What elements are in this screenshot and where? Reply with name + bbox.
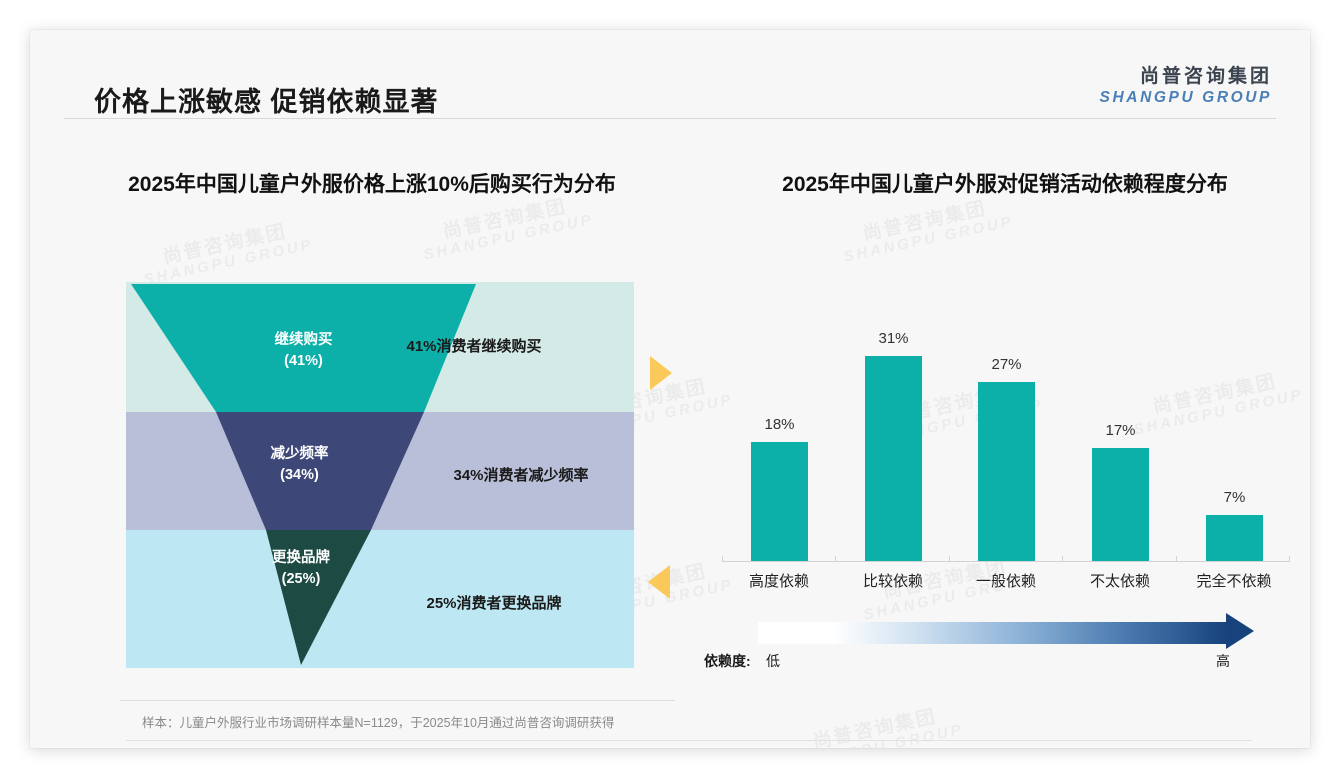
funnel-band-label-1: 41%消费者继续购买 bbox=[406, 338, 542, 355]
dependence-gradient-legend: 依赖度: 低 高 bbox=[704, 613, 1298, 682]
logo-chinese-text: 尚普咨询集团 bbox=[1139, 66, 1272, 87]
legend-caption: 依赖度: bbox=[704, 653, 751, 669]
bar-plot-area: 18% 31% 27% 17% 7% bbox=[718, 280, 1294, 562]
bar-rect[interactable] bbox=[1206, 514, 1263, 561]
bar-rect[interactable] bbox=[978, 382, 1035, 561]
right-chart-title: 2025年中国儿童户外服对促销活动依赖程度分布 bbox=[782, 173, 1228, 196]
funnel-stage-name-3: 更换品牌 bbox=[272, 550, 330, 566]
funnel-stage-name-2: 减少频率 bbox=[270, 446, 329, 462]
legend-low-label: 低 bbox=[766, 653, 780, 669]
bar-column[interactable]: 18% bbox=[751, 416, 808, 561]
legend-high-label: 高 bbox=[1216, 653, 1230, 669]
axis-tick bbox=[949, 556, 950, 562]
axis-tick bbox=[1176, 556, 1177, 562]
page-title: 价格上涨敏感 促销依赖显著 bbox=[94, 87, 439, 117]
funnel-stage-label-2: 减少频率 (34%) bbox=[202, 444, 397, 486]
funnel-stage-value-1: (41%) bbox=[284, 353, 323, 370]
funnel-band-label-2: 34%消费者减少频率 bbox=[453, 467, 589, 484]
bar-rect[interactable] bbox=[865, 355, 922, 561]
watermark-cn: 尚普咨询集团 bbox=[788, 702, 962, 748]
funnel-band-3 bbox=[126, 530, 634, 668]
bar-value-label: 31% bbox=[878, 329, 909, 347]
watermark-en: SHANGPU GROUP bbox=[792, 721, 965, 748]
watermark-en: SHANGPU GROUP bbox=[142, 236, 315, 289]
triangle-left-icon bbox=[648, 565, 670, 599]
footnote-divider bbox=[120, 700, 675, 701]
bar-column[interactable]: 31% bbox=[865, 329, 922, 561]
watermark: 尚普咨询集团 SHANGPU GROUP bbox=[838, 194, 1015, 265]
watermark-cn: 尚普咨询集团 bbox=[838, 194, 1012, 250]
slide-canvas: 尚普咨询集团 SHANGPU GROUP 尚普咨询集团 SHANGPU GROU… bbox=[30, 30, 1310, 748]
funnel-stage-label-1: 继续购买 (41%) bbox=[206, 330, 401, 372]
logo-english-text: SHANGPU GROUP bbox=[1099, 89, 1272, 106]
funnel-stage-value-3: (25%) bbox=[281, 571, 321, 588]
gradient-bar bbox=[758, 622, 1228, 644]
funnel-stage-name-1: 继续购买 bbox=[274, 332, 333, 348]
watermark-cn: 尚普咨询集团 bbox=[138, 217, 312, 273]
brand-logo: 尚普咨询集团 SHANGPU GROUP bbox=[1100, 61, 1272, 107]
funnel-stage-label-3: 更换品牌 (25%) bbox=[221, 548, 381, 590]
axis-tick bbox=[1289, 556, 1290, 562]
footer-divider bbox=[126, 740, 1252, 741]
axis-tick bbox=[835, 556, 836, 562]
dependence-bar-chart: 18% 31% 27% 17% 7% 高度依赖 比较依赖 一般依赖 不太依赖 bbox=[718, 280, 1294, 590]
funnel-shape bbox=[131, 284, 476, 665]
bar-value-label: 17% bbox=[1105, 422, 1136, 440]
bar-rect[interactable] bbox=[1092, 448, 1149, 561]
slide-header: 价格上涨敏感 促销依赖显著 尚普咨询集团 SHANGPU GROUP bbox=[30, 30, 1310, 118]
watermark-en: SHANGPU GROUP bbox=[422, 211, 595, 264]
x-axis-line bbox=[722, 561, 1290, 562]
bar-value-label: 7% bbox=[1223, 488, 1246, 506]
watermark: 尚普咨询集团 SHANGPU GROUP bbox=[138, 217, 315, 288]
bar-column[interactable]: 17% bbox=[1092, 422, 1149, 561]
watermark: 尚普咨询集团 SHANGPU GROUP bbox=[788, 702, 965, 748]
bar-category-label: 不太依赖 bbox=[1089, 573, 1151, 590]
watermark-en: SHANGPU GROUP bbox=[842, 213, 1015, 266]
bar-column[interactable]: 27% bbox=[978, 356, 1035, 561]
header-divider bbox=[64, 118, 1276, 119]
sample-footnote: 样本：儿童户外服行业市场调研样本量N=1129，于2025年10月通过尚普咨询调… bbox=[142, 716, 615, 730]
left-chart-title: 2025年中国儿童户外服价格上涨10%后购买行为分布 bbox=[128, 173, 616, 196]
arrow-head-icon bbox=[1226, 613, 1254, 649]
bar-column[interactable]: 7% bbox=[1206, 489, 1263, 561]
bar-category-label: 比较依赖 bbox=[862, 573, 924, 590]
axis-tick bbox=[722, 556, 723, 562]
triangle-right-icon bbox=[650, 356, 672, 390]
watermark-cn: 尚普咨询集团 bbox=[418, 192, 592, 248]
bar-value-label: 18% bbox=[764, 415, 795, 433]
watermark: 尚普咨询集团 SHANGPU GROUP bbox=[418, 192, 595, 263]
axis-tick bbox=[1062, 556, 1063, 562]
bar-category-label: 高度依赖 bbox=[748, 573, 810, 590]
bar-value-label: 27% bbox=[991, 356, 1022, 373]
bar-category-label: 完全不依赖 bbox=[1196, 573, 1272, 590]
bar-category-label: 一般依赖 bbox=[975, 573, 1037, 590]
funnel-stage-value-2: (34%) bbox=[280, 467, 319, 484]
funnel-chart: 继续购买 (41%) 减少频率 (34%) 更换品牌 (25%) 41%消费者继… bbox=[126, 282, 672, 668]
bar-rect[interactable] bbox=[751, 441, 808, 561]
funnel-band-label-3: 25%消费者更换品牌 bbox=[426, 595, 562, 612]
